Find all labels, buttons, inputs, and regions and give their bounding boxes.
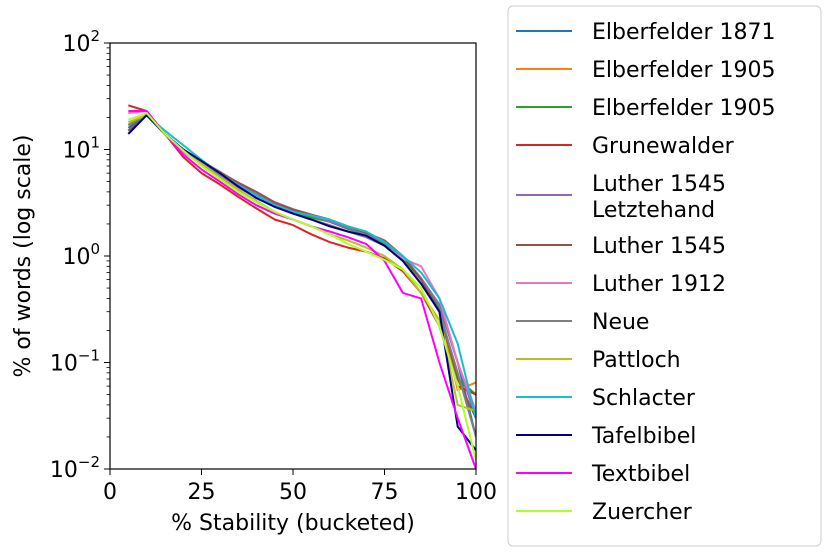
legend-label-7: Neue	[592, 310, 649, 335]
series-line-6	[128, 110, 476, 412]
y-tick-label: 100	[62, 240, 100, 270]
series-line-1	[127, 114, 476, 392]
x-axis-ticks: 0 25 50 75 100	[103, 469, 497, 505]
x-axis-title: % Stability (bucketed)	[171, 511, 415, 536]
legend-label-3: Grunewalder	[592, 134, 735, 159]
series-line-4	[127, 114, 476, 419]
legend-box	[507, 5, 822, 547]
legend-label-6: Luther 1912	[592, 272, 726, 297]
legend-label-12: Zuercher	[592, 500, 693, 525]
x-tick-label: 25	[188, 480, 216, 505]
series-line-11	[128, 110, 476, 469]
y-axis-ticks: 10−2 10−1 100 101 102	[50, 27, 110, 483]
y-tick-label: 10−1	[50, 347, 100, 377]
legend-label-2: Elberfelder 1905	[592, 96, 775, 121]
x-tick-label: 100	[455, 480, 497, 505]
legend-label-0: Elberfelder 1871	[592, 20, 775, 45]
x-tick-label: 0	[103, 480, 117, 505]
legend-label-10: Tafelbibel	[591, 424, 696, 449]
legend-label-1: Elberfelder 1905	[592, 58, 775, 83]
legend: Elberfelder 1871 Elberfelder 1905 Elberfel…	[516, 20, 775, 525]
y-axis-title: % of words (log scale)	[11, 134, 36, 377]
series-line-5	[127, 114, 476, 419]
series-line-12	[127, 112, 476, 461]
series-line-10	[127, 114, 476, 451]
x-tick-label: 50	[279, 480, 307, 505]
legend-label-11: Textbibel	[591, 462, 690, 487]
plot-frame	[109, 42, 477, 470]
legend-label-4: Luther 1545 Letztehand	[592, 172, 726, 223]
y-tick-label: 101	[62, 134, 100, 164]
legend-label-8: Pattloch	[592, 348, 681, 373]
y-tick-label: 102	[62, 27, 100, 57]
series-line-8	[127, 114, 476, 413]
plot-lines	[127, 104, 476, 469]
series-line-2	[127, 114, 476, 396]
legend-label-5: Luther 1545	[592, 234, 726, 259]
x-tick-label: 75	[371, 480, 399, 505]
legend-label-9: Schlacter	[592, 386, 696, 411]
series-line-9	[127, 114, 476, 419]
y-tick-label: 10−2	[50, 453, 100, 483]
